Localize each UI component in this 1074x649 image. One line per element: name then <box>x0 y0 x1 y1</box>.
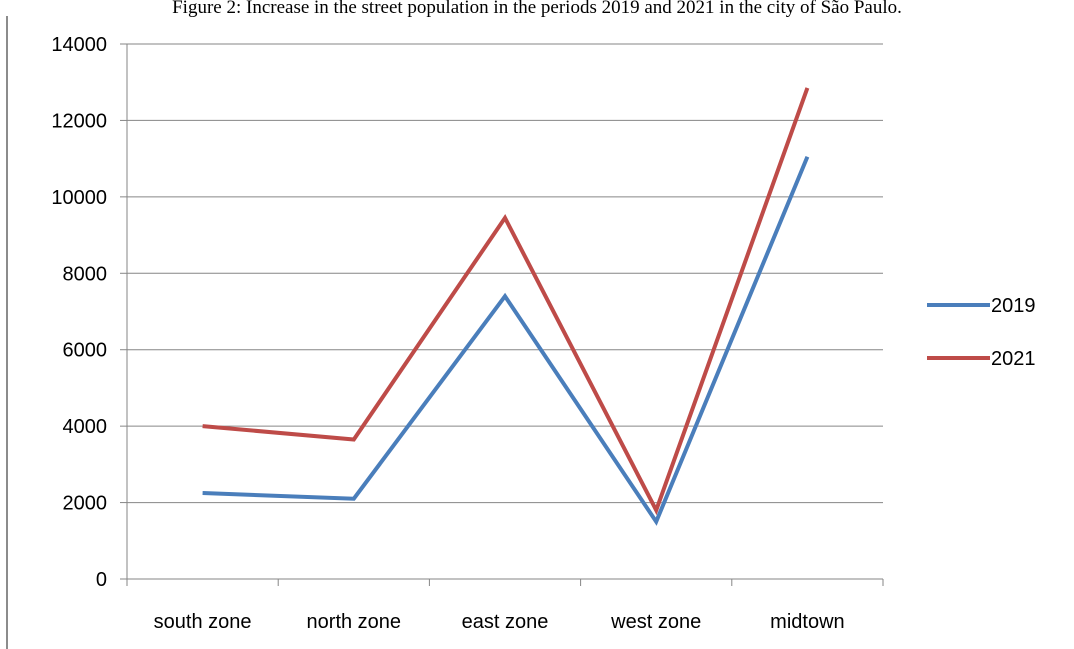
series-lines <box>202 87 810 526</box>
y-tick-label: 2000 <box>63 493 108 515</box>
legend: 2019 2021 <box>927 295 1036 370</box>
y-tick-label: 10000 <box>51 187 107 209</box>
x-tick-labels: south zone north zone east zone west zone mi… <box>154 611 845 633</box>
x-tick-label: midtown <box>770 611 844 633</box>
x-tick-label: south zone <box>154 611 252 633</box>
y-tick-label: 12000 <box>51 110 107 132</box>
legend-label: 2021 <box>991 348 1036 370</box>
x-tick-label: east zone <box>462 611 549 633</box>
series-line-2021 <box>202 87 810 516</box>
figure-caption: Figure 2: Increase in the street populat… <box>172 0 902 18</box>
legend-label: 2019 <box>991 295 1036 317</box>
y-tick-label: 14000 <box>51 34 107 56</box>
x-tick-label: north zone <box>307 611 402 633</box>
y-tick-label: 8000 <box>63 263 108 285</box>
x-tick-label: west zone <box>610 611 701 633</box>
series-line-2019 <box>202 155 810 526</box>
y-tick-label: 4000 <box>63 416 108 438</box>
y-tick-labels: 0 2000 4000 6000 8000 10000 12000 14000 <box>51 34 107 591</box>
y-tick-label: 6000 <box>63 340 108 362</box>
y-tick-label: 0 <box>96 569 107 591</box>
axes <box>120 43 884 586</box>
gridlines <box>127 43 883 504</box>
